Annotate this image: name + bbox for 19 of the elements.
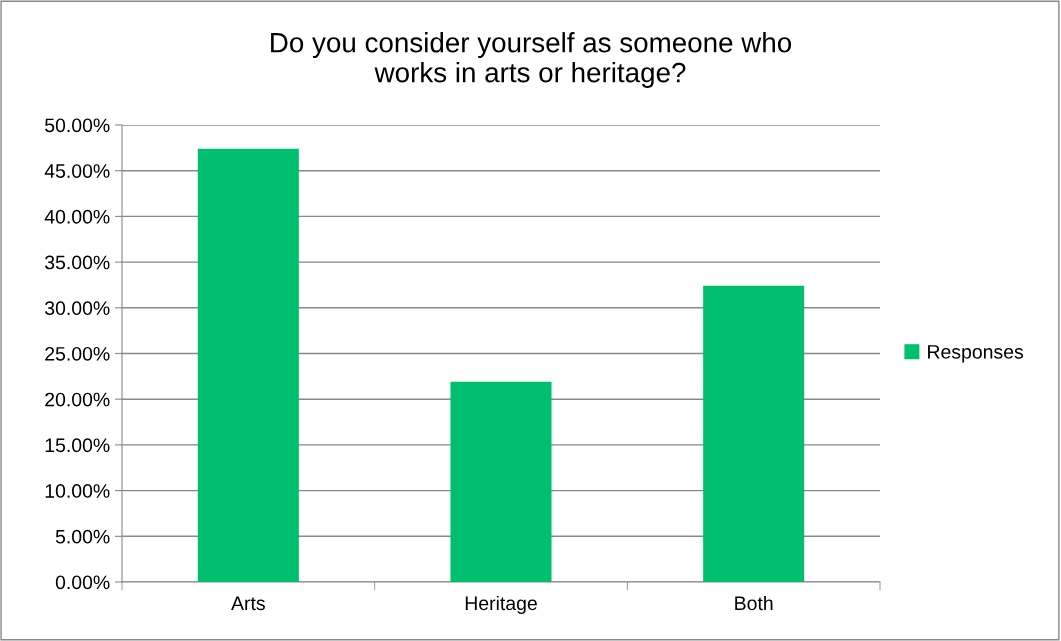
bar: [197, 148, 299, 582]
y-tick-label: 10.00%: [45, 484, 110, 498]
y-tick-label: 5.00%: [55, 529, 110, 544]
x-tick-label: Both: [735, 595, 773, 611]
y-tick-label: 45.00%: [44, 164, 110, 178]
legend-label: Responses: [928, 345, 1024, 363]
y-tick-label: 40.00%: [44, 209, 110, 224]
x-tick-label: Heritage: [465, 595, 537, 615]
y-tick-label: 20.00%: [45, 392, 110, 407]
y-tick-label: 35.00%: [44, 255, 110, 270]
y-tick-label: 15.00%: [45, 438, 110, 453]
bar: [450, 381, 552, 582]
bar: [703, 285, 805, 582]
y-tick-label: 25.00%: [45, 346, 110, 361]
x-tick-label: Arts: [231, 596, 265, 611]
y-tick-label: 30.00%: [44, 301, 110, 316]
y-tick-label: 0.00%: [55, 575, 110, 590]
y-tick-label: 50.00%: [45, 118, 110, 133]
chart-title: Do you consider yourself as someone who works in arts or heritage?: [271, 32, 792, 88]
